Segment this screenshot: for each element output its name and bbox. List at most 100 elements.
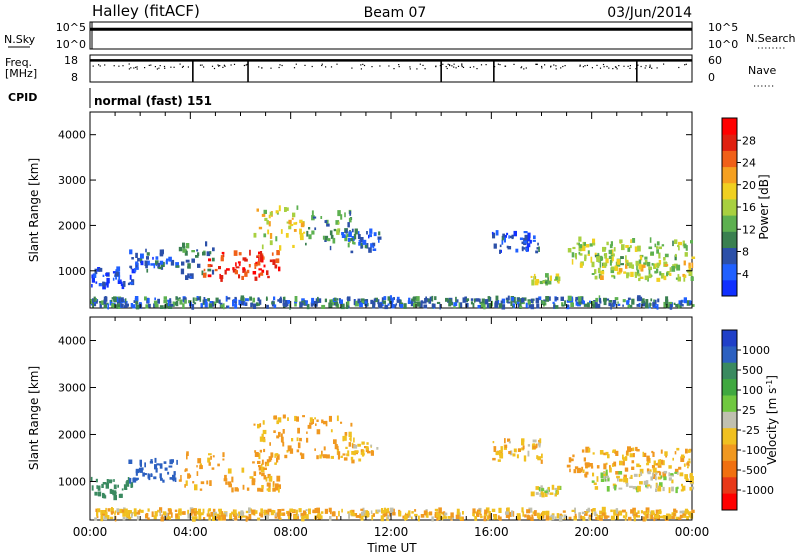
echo-cell xyxy=(272,487,276,492)
echo-cell xyxy=(515,301,517,305)
echo-cell xyxy=(610,241,613,246)
echo-cell xyxy=(364,446,367,449)
echo-cell xyxy=(525,247,528,252)
echo-cell xyxy=(512,453,516,457)
echo-cell xyxy=(242,267,246,270)
power-y-label: Slant Range [km] xyxy=(27,158,41,262)
echo-cell xyxy=(147,508,150,512)
velocity-tick-label: 25 xyxy=(742,404,756,417)
echo-cell xyxy=(151,511,154,517)
echo-cell xyxy=(636,304,640,307)
echo-cell xyxy=(150,459,153,463)
echo-cell xyxy=(144,462,146,468)
nave-point xyxy=(351,67,353,69)
echo-cell xyxy=(627,303,630,308)
echo-cell xyxy=(690,486,695,490)
echo-cell xyxy=(639,255,643,261)
echo-cell xyxy=(287,445,292,452)
echo-cell xyxy=(322,454,327,459)
echo-cell xyxy=(535,297,540,304)
velocity-swatch xyxy=(722,428,737,446)
echo-cell xyxy=(653,460,656,466)
echo-cell xyxy=(171,512,173,518)
echo-cell xyxy=(161,514,163,520)
nave-label: Nave xyxy=(748,64,776,77)
echo-cell xyxy=(600,515,604,519)
echo-cell xyxy=(680,456,685,462)
echo-cell xyxy=(657,510,662,514)
echo-cell xyxy=(671,266,676,272)
echo-cell xyxy=(650,476,653,481)
nave-point xyxy=(476,68,478,70)
power-tick-label: 20 xyxy=(742,179,756,192)
echo-cell xyxy=(675,516,680,520)
echo-cell xyxy=(340,214,343,220)
nave-tick-bottom: 0 xyxy=(708,71,715,84)
nave-point xyxy=(199,64,202,66)
echo-cell xyxy=(419,303,423,308)
echo-cell xyxy=(242,301,246,306)
echo-cell xyxy=(154,511,158,517)
echo-cell xyxy=(145,248,147,253)
velocity-swatch xyxy=(722,330,737,347)
nave-point xyxy=(637,64,639,66)
echo-cell xyxy=(145,304,149,309)
echo-cell xyxy=(631,298,635,305)
echo-cell xyxy=(369,234,372,238)
nave-point xyxy=(99,65,101,67)
echo-cell xyxy=(544,491,548,497)
echo-cell xyxy=(108,479,113,482)
echo-cell xyxy=(112,490,117,496)
echo-cell xyxy=(538,296,542,301)
echo-cell xyxy=(687,449,691,453)
echo-cell xyxy=(370,243,373,248)
echo-cell xyxy=(281,508,285,511)
echo-cell xyxy=(192,481,195,484)
echo-cell xyxy=(266,220,269,225)
echo-cell xyxy=(300,513,305,516)
echo-cell xyxy=(568,516,572,520)
echo-cell xyxy=(238,252,242,256)
echo-cell xyxy=(346,297,349,301)
echo-cell xyxy=(611,266,615,271)
echo-cell xyxy=(275,258,280,264)
echo-cell xyxy=(595,297,599,302)
echo-cell xyxy=(135,252,138,258)
echo-cell xyxy=(255,261,258,264)
nave-point xyxy=(321,64,323,67)
echo-cell xyxy=(111,297,115,300)
echo-cell xyxy=(367,511,370,516)
echo-cell xyxy=(655,488,657,492)
echo-cell xyxy=(611,464,614,467)
echo-cell xyxy=(259,272,264,276)
echo-cell xyxy=(203,517,206,520)
echo-cell xyxy=(601,506,606,513)
echo-cell xyxy=(169,477,174,480)
nave-point xyxy=(156,68,158,70)
echo-cell xyxy=(218,515,223,521)
echo-cell xyxy=(271,301,273,305)
echo-cell xyxy=(672,457,674,461)
echo-cell xyxy=(606,241,609,246)
echo-cell xyxy=(638,302,641,307)
echo-cell xyxy=(527,516,531,519)
echo-cell xyxy=(306,437,309,443)
echo-cell xyxy=(370,444,373,447)
n-sky-tick-bottom: 10^0 xyxy=(56,38,86,51)
echo-cell xyxy=(129,477,132,484)
echo-cell xyxy=(623,476,627,483)
echo-cell xyxy=(135,304,140,310)
echo-cell xyxy=(505,511,509,515)
echo-cell xyxy=(613,302,616,307)
echo-cell xyxy=(542,301,545,304)
echo-cell xyxy=(605,298,610,301)
echo-cell xyxy=(321,450,323,457)
echo-cell xyxy=(377,302,381,307)
echo-cell xyxy=(254,510,258,514)
echo-cell xyxy=(537,279,540,284)
echo-cell xyxy=(303,300,306,305)
echo-cell xyxy=(624,456,628,461)
echo-cell xyxy=(140,257,143,264)
echo-cell xyxy=(545,279,548,283)
nave-point xyxy=(649,66,651,68)
